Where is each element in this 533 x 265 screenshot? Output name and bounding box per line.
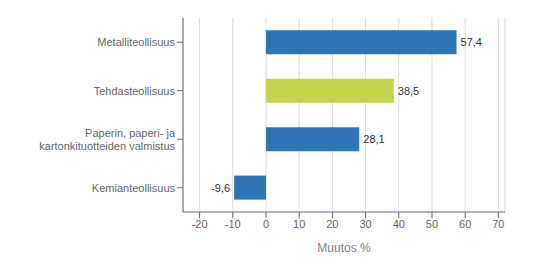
- svg-text:30: 30: [359, 218, 371, 230]
- svg-text:28,1: 28,1: [363, 133, 384, 145]
- svg-text:Paperin, paperi- jakartonkituo: Paperin, paperi- jakartonkituotteiden va…: [39, 127, 176, 152]
- svg-text:-9,6: -9,6: [211, 182, 230, 194]
- svg-text:-10: -10: [225, 218, 241, 230]
- svg-text:57,4: 57,4: [461, 36, 482, 48]
- svg-text:Kemianteollisuus: Kemianteollisuus: [92, 182, 176, 194]
- svg-text:Muutos %: Muutos %: [317, 241, 371, 255]
- svg-text:50: 50: [426, 218, 438, 230]
- svg-text:-20: -20: [192, 218, 208, 230]
- svg-text:10: 10: [293, 218, 305, 230]
- svg-text:70: 70: [492, 218, 504, 230]
- svg-text:38,5: 38,5: [398, 85, 419, 97]
- svg-text:40: 40: [393, 218, 405, 230]
- svg-text:60: 60: [459, 218, 471, 230]
- svg-text:Tehdasteollisuus: Tehdasteollisuus: [94, 85, 176, 97]
- svg-text:0: 0: [263, 218, 269, 230]
- svg-text:Metalliteollisuus: Metalliteollisuus: [97, 36, 175, 48]
- svg-text:20: 20: [326, 218, 338, 230]
